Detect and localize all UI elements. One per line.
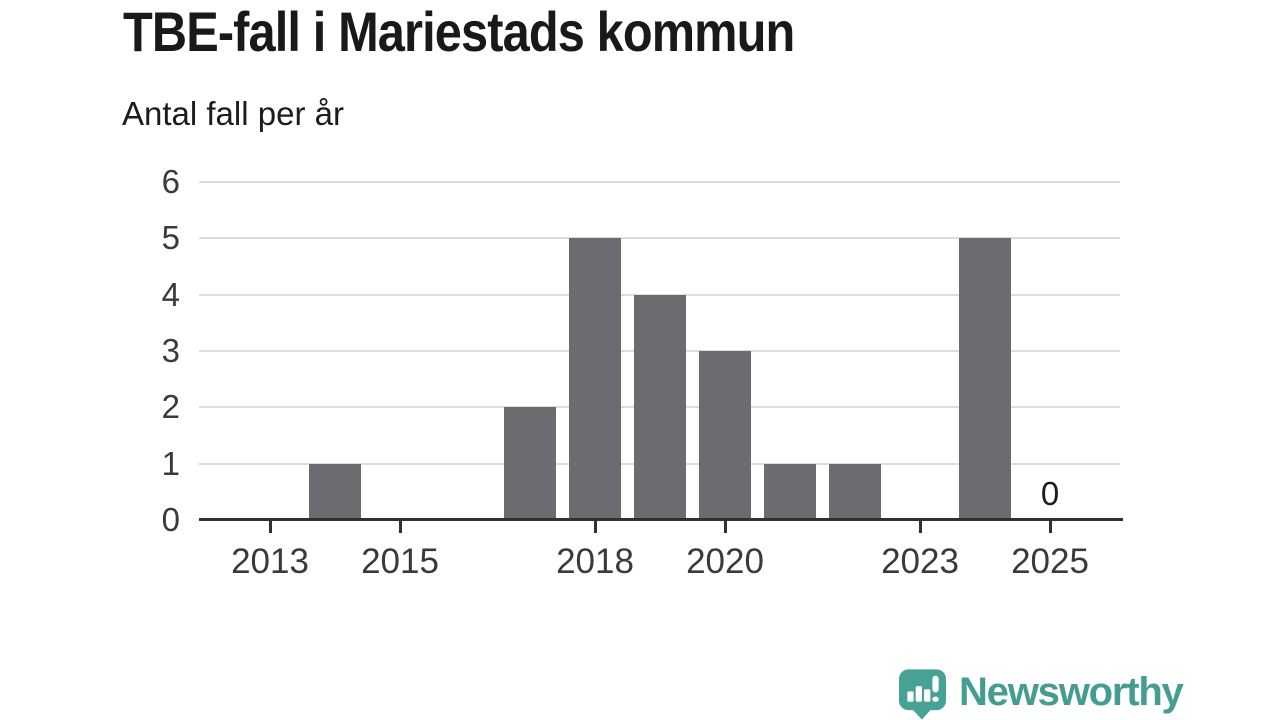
x-tick-2013 [269, 521, 272, 533]
logo-exclamation-stem [932, 675, 939, 693]
x-axis-label: 2015 [361, 542, 439, 581]
bar-2021 [764, 464, 816, 520]
bar-chart: 0 1 2 3 4 5 6 2013 2015 2018 2020 2023 2025 0 [161, 163, 1123, 581]
y-axis-label: 4 [161, 276, 180, 313]
logo-exclamation-dot [932, 696, 939, 702]
bar-2024 [959, 238, 1011, 520]
chart-title: TBE-fall i Mariestads kommun [123, 0, 795, 63]
y-axis-label: 6 [161, 163, 180, 200]
newsworthy-logo-icon [899, 669, 946, 720]
y-axis-label: 1 [161, 445, 180, 482]
x-axis-line [199, 518, 1123, 521]
bar-2018 [569, 238, 621, 520]
bar-2019 [634, 295, 686, 520]
x-axis-label: 2013 [231, 542, 309, 581]
bar-2014 [309, 464, 361, 520]
x-axis-label: 2020 [686, 542, 764, 581]
x-axis-label: 2025 [1011, 542, 1089, 581]
y-axis-label: 2 [161, 388, 180, 425]
y-axis-label: 5 [161, 219, 180, 256]
chart-subtitle: Antal fall per år [122, 95, 344, 132]
bar-2022 [829, 464, 881, 520]
logo-bar-1 [907, 691, 914, 702]
x-axis-label: 2018 [556, 542, 634, 581]
y-axis-label: 3 [161, 332, 180, 369]
bar-2020 [699, 351, 751, 520]
bar-2017 [504, 407, 556, 520]
x-axis-label: 2023 [881, 542, 959, 581]
value-label-2025: 0 [1040, 475, 1060, 512]
logo-bar-3 [924, 689, 931, 702]
gridline-y6 [199, 181, 1120, 183]
logo-bar-2 [915, 686, 922, 702]
brand-name: Newsworthy [959, 670, 1184, 714]
y-axis-label: 0 [161, 501, 180, 538]
gridline-y5 [199, 237, 1120, 239]
x-tick-2020 [724, 521, 727, 533]
x-tick-2025 [1049, 521, 1052, 533]
x-tick-2023 [919, 521, 922, 533]
x-tick-2018 [594, 521, 597, 533]
x-tick-2015 [399, 521, 402, 533]
brand-lockup: Newsworthy [899, 669, 1184, 720]
